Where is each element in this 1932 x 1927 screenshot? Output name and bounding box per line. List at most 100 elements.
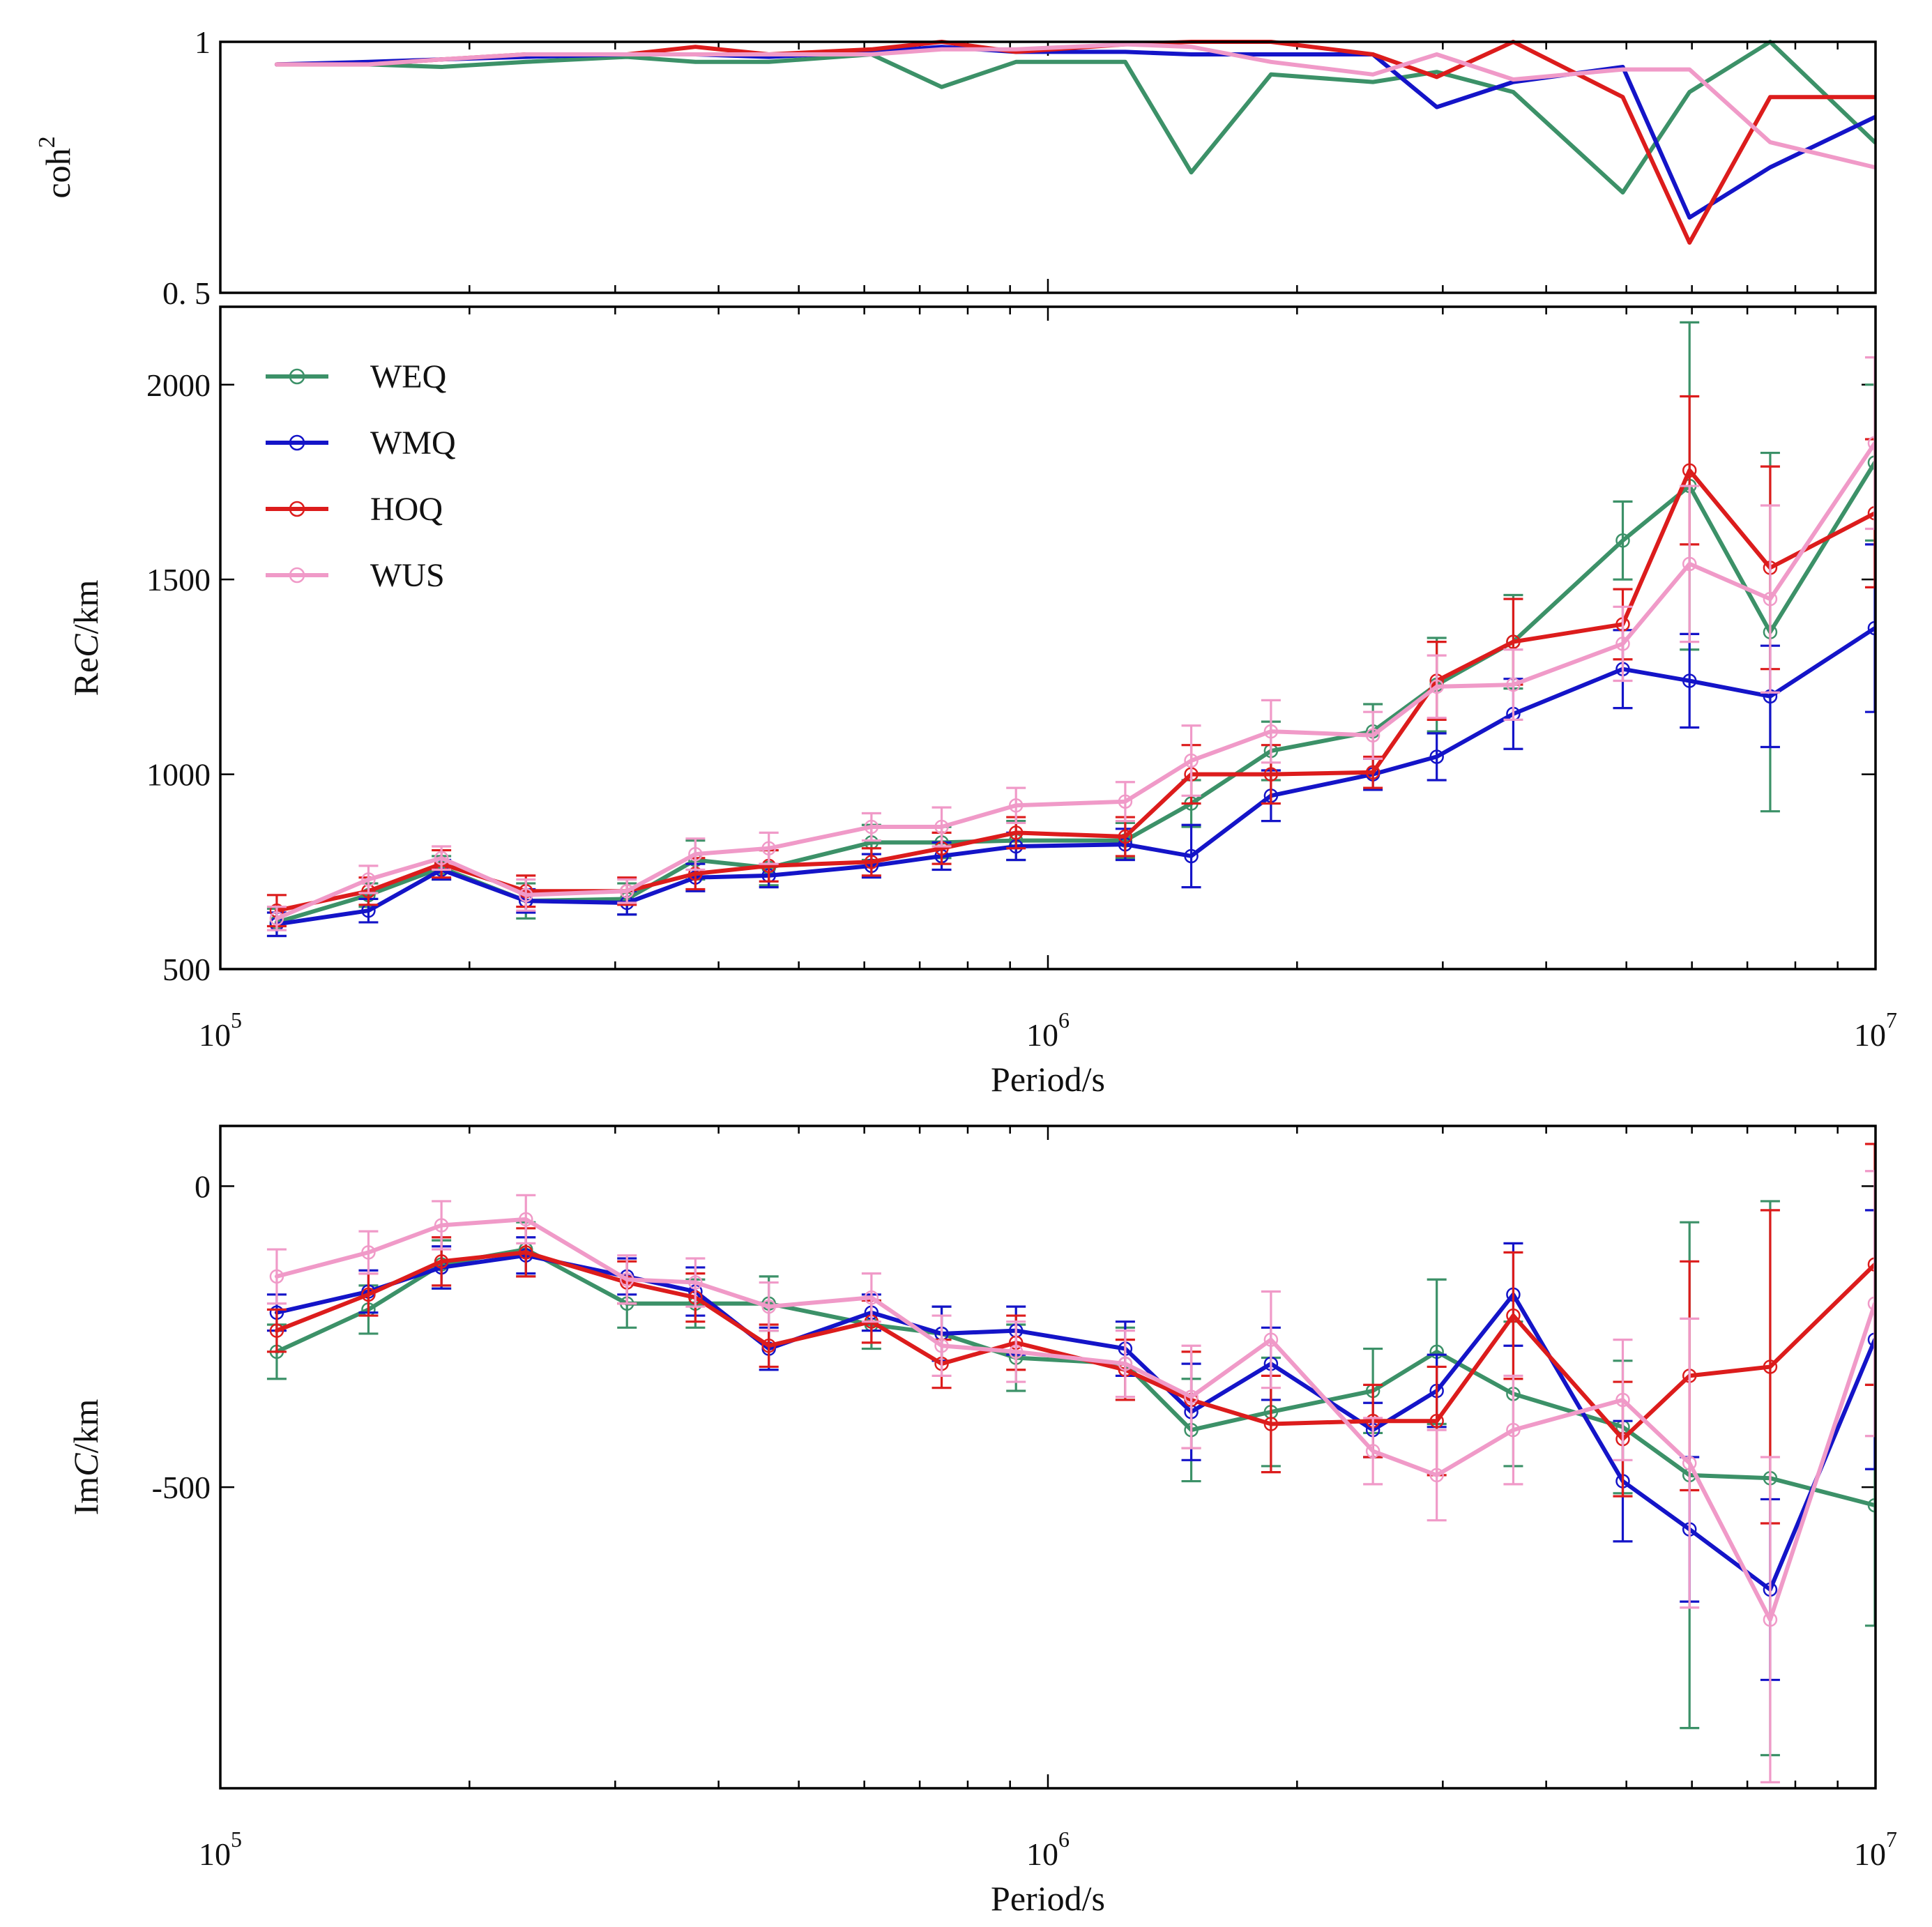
data-point: [1615, 533, 1630, 548]
data-point: [1008, 798, 1024, 813]
plot-frame: [219, 305, 1877, 970]
data-point: [688, 846, 703, 862]
y-axis-title-variable: C: [66, 634, 105, 657]
data-point: [1429, 679, 1444, 694]
legend-label: HOQ: [370, 491, 443, 528]
data-point: [1763, 1612, 1778, 1627]
data-point: [1506, 1308, 1521, 1323]
data-point: [761, 841, 776, 856]
data-point: [434, 1218, 449, 1233]
series-weq: [274, 40, 1876, 195]
data-point: [1118, 794, 1133, 809]
series-line-wus: [274, 42, 1876, 169]
data-point: [1615, 1392, 1630, 1408]
plot-frame: [219, 1125, 1877, 1790]
y-tick-label: -500: [152, 1470, 211, 1505]
data-point: [761, 1299, 776, 1314]
x-tick-label: 107: [1854, 1827, 1897, 1872]
x-tick-label-exponent: 6: [1058, 1007, 1070, 1033]
data-point: [619, 1272, 634, 1287]
data-point: [761, 1338, 776, 1353]
x-axis-title: Period/s: [991, 1060, 1105, 1099]
legend-item-wmq: WMQ: [266, 425, 456, 462]
data-point: [519, 1212, 533, 1227]
legend-label: WEQ: [370, 358, 446, 395]
x-tick-label-base: 10: [1854, 1017, 1886, 1053]
data-point: [1365, 1444, 1380, 1458]
data-point: [269, 1323, 284, 1338]
x-tick-label: 105: [199, 1827, 242, 1872]
legend-swatch-marker: [289, 368, 305, 385]
data-point: [269, 1269, 284, 1284]
data-point: [361, 1245, 376, 1260]
x-tick-label: 106: [1026, 1007, 1070, 1053]
data-point: [361, 1287, 376, 1302]
y-axis-title-superscript: 2: [34, 136, 60, 148]
y-tick-label: 0: [195, 1168, 211, 1204]
series-wus: [274, 42, 1876, 169]
data-point: [1506, 677, 1521, 692]
legend-item-hoq: HOQ: [266, 491, 443, 528]
legend-swatch-marker: [289, 567, 305, 584]
data-point: [1429, 1413, 1444, 1429]
y-tick-label: 1000: [146, 757, 211, 793]
y-axis-title-variable: C: [66, 1453, 105, 1477]
data-point: [1506, 1422, 1521, 1438]
x-tick-label-exponent: 5: [231, 1827, 242, 1852]
legend-label: WUS: [370, 557, 445, 594]
y-tick-label: 500: [162, 952, 211, 987]
data-point: [1263, 724, 1279, 739]
data-point: [864, 855, 879, 869]
y-axis-title: coh2: [34, 136, 77, 198]
legend-label: WMQ: [370, 425, 456, 462]
y-axis-title-unit: /km: [66, 580, 105, 634]
y-axis-title-text: coh: [38, 148, 77, 198]
series-line-wus: [274, 441, 1876, 921]
data-point: [619, 883, 634, 899]
data-point: [1763, 591, 1778, 607]
legend: WEQ WMQ HOQ WUS: [266, 358, 456, 594]
x-tick-label-exponent: 7: [1886, 1827, 1897, 1852]
data-point: [1008, 825, 1024, 840]
data-point: [1682, 463, 1697, 478]
y-tick-label: 1500: [146, 562, 211, 597]
data-point: [1682, 556, 1697, 572]
x-tick-label: 106: [1026, 1827, 1070, 1872]
data-point: [934, 1338, 949, 1353]
series-line-weq: [274, 40, 1876, 195]
y-axis-title: ReC/km: [66, 580, 105, 696]
data-point: [1365, 728, 1380, 742]
data-point: [1429, 749, 1444, 764]
y-tick-label: 0. 5: [162, 275, 211, 311]
x-tick-label-base: 10: [199, 1836, 231, 1872]
data-point: [1506, 634, 1521, 649]
y-axis-title-unit: /km: [66, 1399, 105, 1454]
series-layer: [274, 40, 1876, 245]
data-point: [1118, 1356, 1133, 1371]
y-tick-label: 1: [195, 24, 211, 60]
y-axis-title-text: Im: [66, 1477, 105, 1516]
series-line-hoq: [274, 468, 1876, 913]
data-point: [1263, 1332, 1279, 1347]
x-tick-label-base: 10: [199, 1017, 231, 1053]
data-point: [688, 1275, 703, 1290]
x-tick-label: 107: [1854, 1007, 1897, 1053]
data-point: [1184, 1389, 1199, 1404]
legend-item-weq: WEQ: [266, 358, 446, 395]
data-point: [361, 872, 376, 887]
x-axis-title: Period/s: [991, 1879, 1105, 1918]
plot-frame: [219, 40, 1877, 294]
y-axis-title-text: Re: [66, 657, 105, 696]
data-point: [1615, 637, 1630, 651]
legend-item-wus: WUS: [266, 557, 445, 594]
data-point: [1008, 1344, 1024, 1359]
data-point: [864, 819, 879, 835]
y-tick-label: 2000: [146, 367, 211, 403]
x-tick-label-exponent: 5: [231, 1007, 242, 1033]
data-point: [1682, 673, 1697, 688]
data-point: [864, 1290, 879, 1305]
data-point: [1184, 848, 1199, 864]
